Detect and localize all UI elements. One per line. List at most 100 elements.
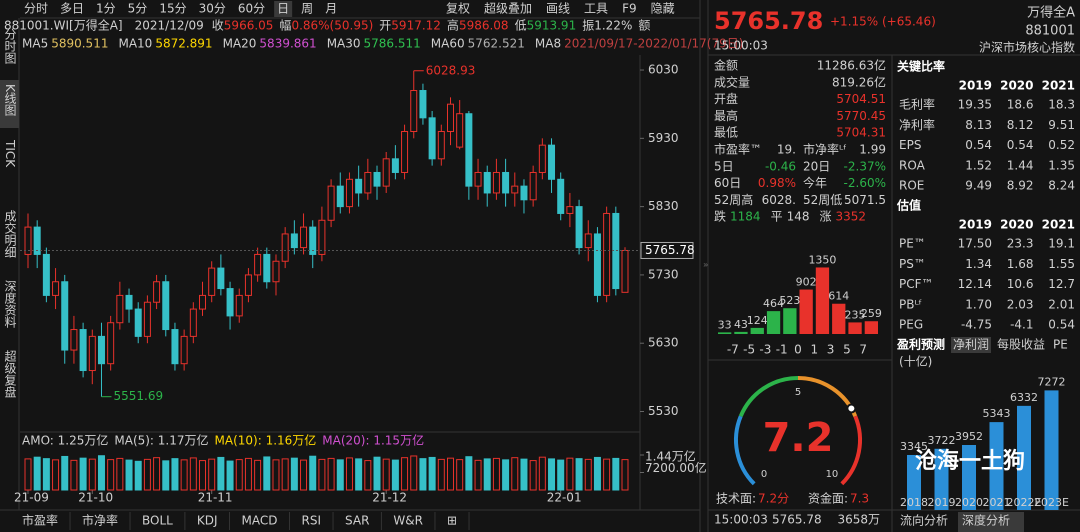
volume-bar [474, 459, 482, 491]
ratio-value: 17.50 [958, 237, 992, 251]
distribution-bar [848, 322, 862, 334]
toolbar-tab[interactable]: 日 [277, 2, 289, 16]
indicator-tab[interactable]: KDJ [197, 514, 218, 528]
ratio-value: 18.3 [1048, 98, 1075, 112]
breadth-value: 148 [787, 210, 810, 224]
info-value: 5966.05 [224, 19, 274, 33]
candle-body [511, 185, 519, 194]
indicator-tab[interactable]: BOLL [142, 514, 173, 528]
toolbar-tool[interactable]: 复权 [446, 2, 470, 16]
candle-body [492, 171, 500, 194]
stat-label: 今年 [803, 175, 827, 190]
ratio-value: 1.55 [1048, 257, 1075, 271]
candle-body [557, 178, 565, 214]
toolbar-tool[interactable]: 隐藏 [651, 2, 675, 16]
candle-body [474, 171, 482, 187]
toolbar-tool[interactable]: 工具 [584, 2, 608, 16]
forecast-tab: 盈利预测 [896, 337, 945, 352]
stat-label: 市净率ᴸᶠ [803, 142, 847, 157]
footer-quote: 5765.78 [772, 513, 822, 527]
ratio-value: 2.03 [1007, 297, 1034, 311]
toolbar-tab[interactable]: 周 [301, 2, 313, 16]
ratio-value: -4.75 [961, 318, 992, 332]
info-value: 5917.12 [391, 19, 441, 33]
y-tick-label: 5630 [648, 336, 679, 350]
indicator-tab[interactable]: RSI [302, 514, 322, 528]
volume-legend: MA(10): 1.16万亿 [215, 433, 317, 448]
toolbar-tab[interactable]: 多日 [60, 2, 84, 16]
candle-body [217, 267, 225, 290]
candle-body [33, 226, 41, 255]
distribution-bar [766, 311, 781, 334]
active-tab [958, 512, 1024, 532]
panel-tab[interactable]: 深度分析 [962, 513, 1010, 528]
toolbar-tab[interactable]: 5分 [128, 2, 148, 16]
indicator-tab[interactable]: ⊞ [447, 514, 457, 528]
side-tab[interactable]: 分时图 [3, 28, 17, 64]
candle-body [171, 329, 179, 365]
side-tab[interactable]: K线图 [3, 84, 17, 116]
year-header: 2021 [1042, 218, 1075, 232]
candle-body [143, 301, 151, 337]
x-tick-label: 21-11 [198, 491, 233, 505]
watermark: 沧海一土狗 [915, 448, 1025, 474]
toolbar-tab[interactable]: 15分 [159, 2, 186, 16]
distribution-label: 523 [779, 294, 800, 307]
candle-body [502, 171, 510, 194]
indicator-tab[interactable]: SAR [345, 514, 369, 528]
ratio-value: 19.1 [1048, 237, 1075, 251]
volume-bar [465, 456, 473, 491]
toolbar-tab[interactable]: 分时 [24, 2, 48, 16]
forecast-bar [934, 448, 949, 510]
forecast-label: 7272 [1038, 375, 1066, 388]
side-tab[interactable]: 深度资料 [3, 280, 17, 328]
volume-bar [79, 457, 87, 491]
stat-label: 52周高 [714, 192, 753, 207]
volume-bar [529, 460, 537, 491]
forecast-tab[interactable]: 净利润 [953, 338, 989, 352]
ratio-label: PS™ [899, 257, 926, 271]
toolbar-tab[interactable]: 月 [325, 2, 337, 16]
stat-value: 0.98% [758, 176, 796, 190]
distribution-bar [815, 267, 830, 334]
candle-body [281, 233, 289, 262]
panel-tab[interactable]: 流向分析 [900, 513, 948, 528]
ratio-value: 1.35 [1048, 158, 1075, 172]
toolbar-tab[interactable]: 30分 [199, 2, 226, 16]
gauge-arc [840, 415, 862, 486]
gauge-tick: 10 [826, 469, 839, 480]
indicator-tab[interactable]: 市盈率 [22, 513, 58, 528]
candle-body [612, 212, 620, 290]
volume-bar [33, 456, 41, 491]
volume-bar [226, 460, 234, 491]
candle-body [382, 158, 390, 187]
last-price-label: 5765.78 [645, 243, 695, 257]
toolbar-tab[interactable]: 1分 [96, 2, 116, 16]
volume-bar [180, 459, 188, 491]
x-tick-label: 21-09 [14, 491, 49, 505]
stat-label: 60日 [714, 176, 741, 190]
y-tick-label: 5530 [648, 404, 679, 418]
distribution-bar [734, 331, 748, 334]
distribution-bar [750, 327, 764, 334]
quote-time: 15:00:03 [714, 39, 768, 53]
side-tab[interactable]: TICK [3, 139, 17, 168]
toolbar-tool[interactable]: F9 [622, 2, 637, 16]
collapse-arrow[interactable]: » [703, 261, 709, 271]
side-tab[interactable]: 超级复盘 [3, 349, 17, 398]
volume-bar [153, 457, 161, 491]
indicator-tab[interactable]: MACD [242, 514, 278, 528]
indicator-tab[interactable]: W&R [393, 514, 423, 528]
toolbar-tool[interactable]: 画线 [546, 2, 570, 16]
footer-quote: 15:00:03 [714, 513, 768, 527]
forecast-tab[interactable]: PE [1053, 338, 1068, 352]
forecast-tab[interactable]: 每股收益 [997, 337, 1045, 352]
toolbar-tool[interactable]: 超级叠加 [484, 1, 532, 16]
stat-value: -2.60% [844, 176, 886, 190]
toolbar-tab[interactable]: 60分 [238, 2, 265, 16]
indicator-tab[interactable]: 市净率 [82, 513, 118, 528]
candle-body [244, 274, 252, 296]
side-tab[interactable]: 成交明细 [3, 210, 17, 258]
ratio-label: PE™ [899, 237, 926, 251]
breadth-value: 1184 [730, 210, 761, 224]
